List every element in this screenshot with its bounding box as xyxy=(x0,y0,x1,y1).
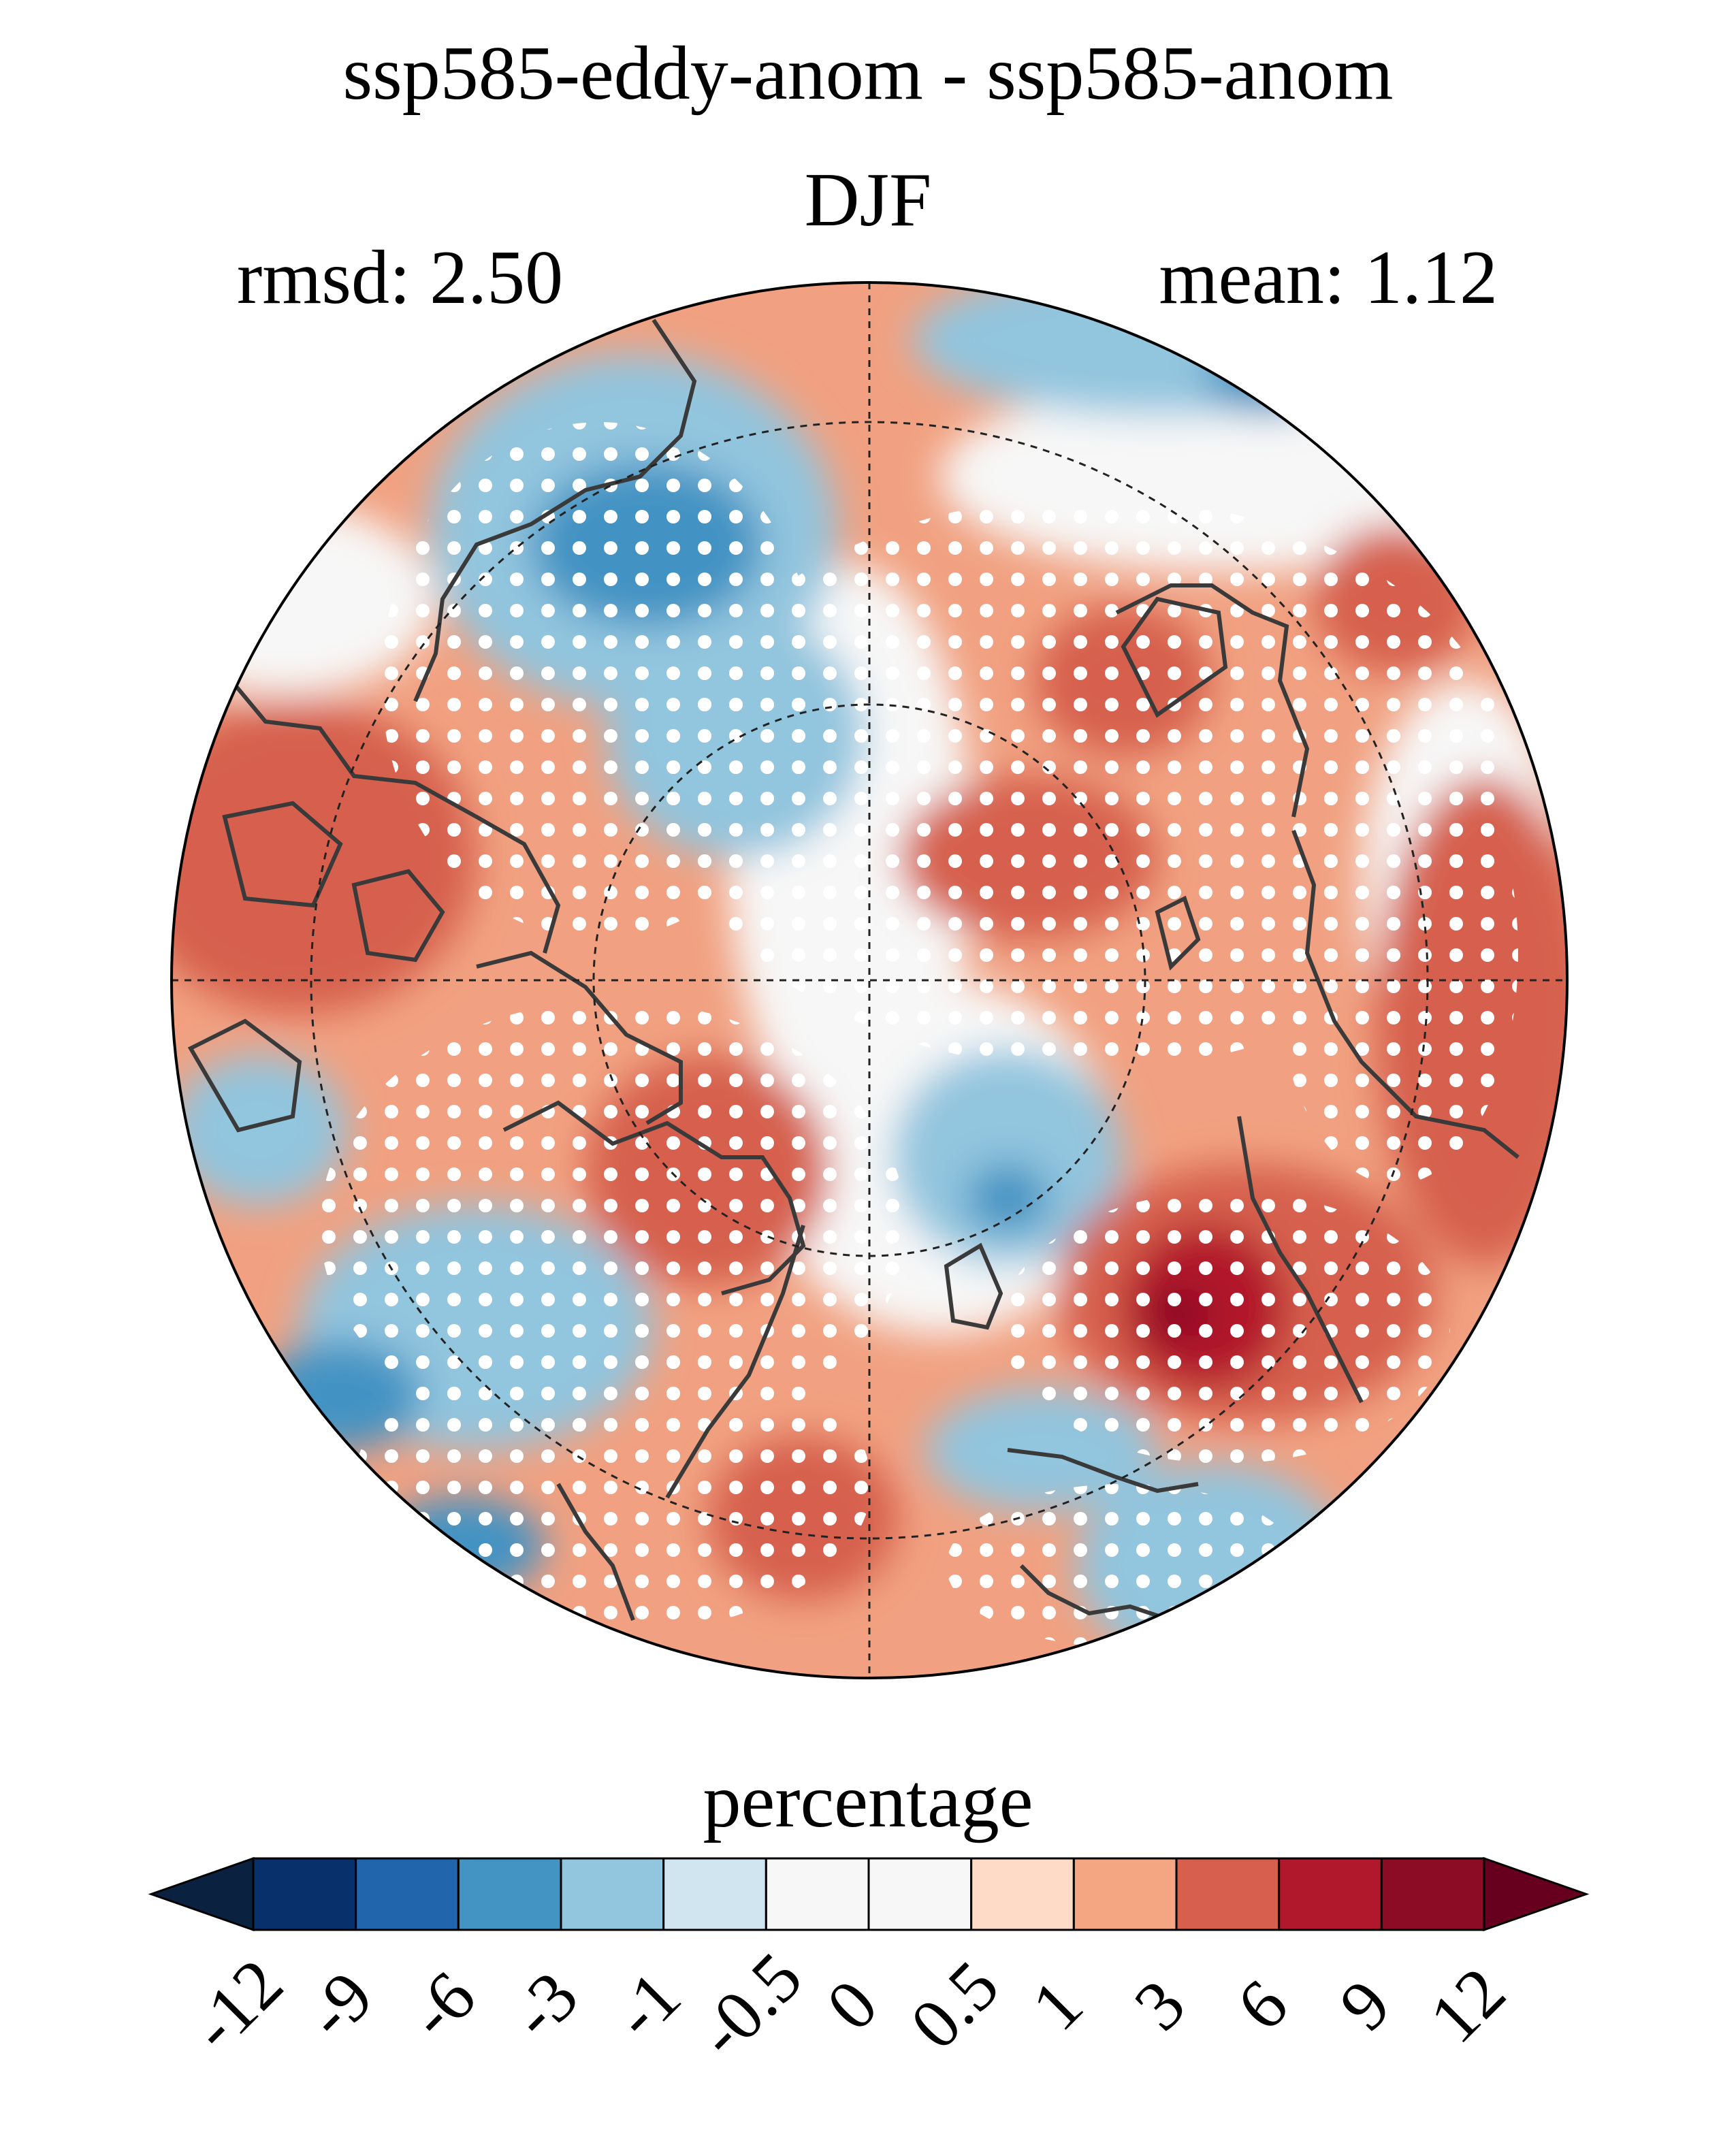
colorbar-tick-label: 1 xyxy=(1017,1965,1097,2046)
colorbar-segment xyxy=(765,1857,870,1931)
colorbar-tick-label: 6 xyxy=(1222,1965,1302,2046)
map-title: ssp585-eddy-anom - ssp585-anom xyxy=(342,31,1394,116)
colorbar-segment xyxy=(1278,1857,1383,1931)
colorbar-extend-high xyxy=(1483,1856,1590,1932)
colorbar-tick-label: -0.5 xyxy=(682,1938,817,2073)
colorbar-segment xyxy=(560,1857,665,1931)
colorbar-segment xyxy=(662,1857,767,1931)
colorbar-segment xyxy=(1380,1857,1485,1931)
colorbar-tick-label: 0 xyxy=(812,1965,893,2046)
colorbar-segment xyxy=(355,1857,460,1931)
colorbar-segment xyxy=(252,1857,357,1931)
colorbar-tick-label: 12 xyxy=(1415,1952,1520,2058)
season-subtitle: DJF xyxy=(804,158,932,242)
rmsd-stat: rmsd: 2.50 xyxy=(237,236,564,320)
colorbar-segment xyxy=(1175,1857,1281,1931)
colorbar-tick-label: -6 xyxy=(393,1956,491,2054)
colorbar-tick-label: -1 xyxy=(598,1956,696,2054)
map-boundary xyxy=(170,281,1569,1679)
colorbar-tick-label: 9 xyxy=(1325,1965,1405,2046)
colorbar-tick-label: 0.5 xyxy=(896,1946,1014,2064)
colorbar-extend-low xyxy=(148,1856,255,1932)
colorbar-label: percentage xyxy=(703,1759,1033,1843)
colorbar-tick-label: -3 xyxy=(496,1956,593,2054)
colorbar-tick-label: -9 xyxy=(291,1956,388,2054)
coastlines xyxy=(176,319,1520,1622)
mean-stat: mean: 1.12 xyxy=(1159,236,1498,320)
colorbar-tick-label: -12 xyxy=(176,1944,298,2066)
colorbar-segment xyxy=(457,1857,562,1931)
significance-stippling xyxy=(320,422,1518,1647)
colorbar-segment xyxy=(970,1857,1075,1931)
map-field xyxy=(172,283,1567,1678)
colorbar-segment xyxy=(1072,1857,1178,1931)
graticule xyxy=(172,283,1567,1678)
colorbar-tick-label: 3 xyxy=(1120,1965,1200,2046)
colorbar-segment xyxy=(867,1857,973,1931)
colorbar: -12-9 -6 -3 -1-0.50 0.5 1 3 6 9 12 xyxy=(148,1856,1590,2073)
